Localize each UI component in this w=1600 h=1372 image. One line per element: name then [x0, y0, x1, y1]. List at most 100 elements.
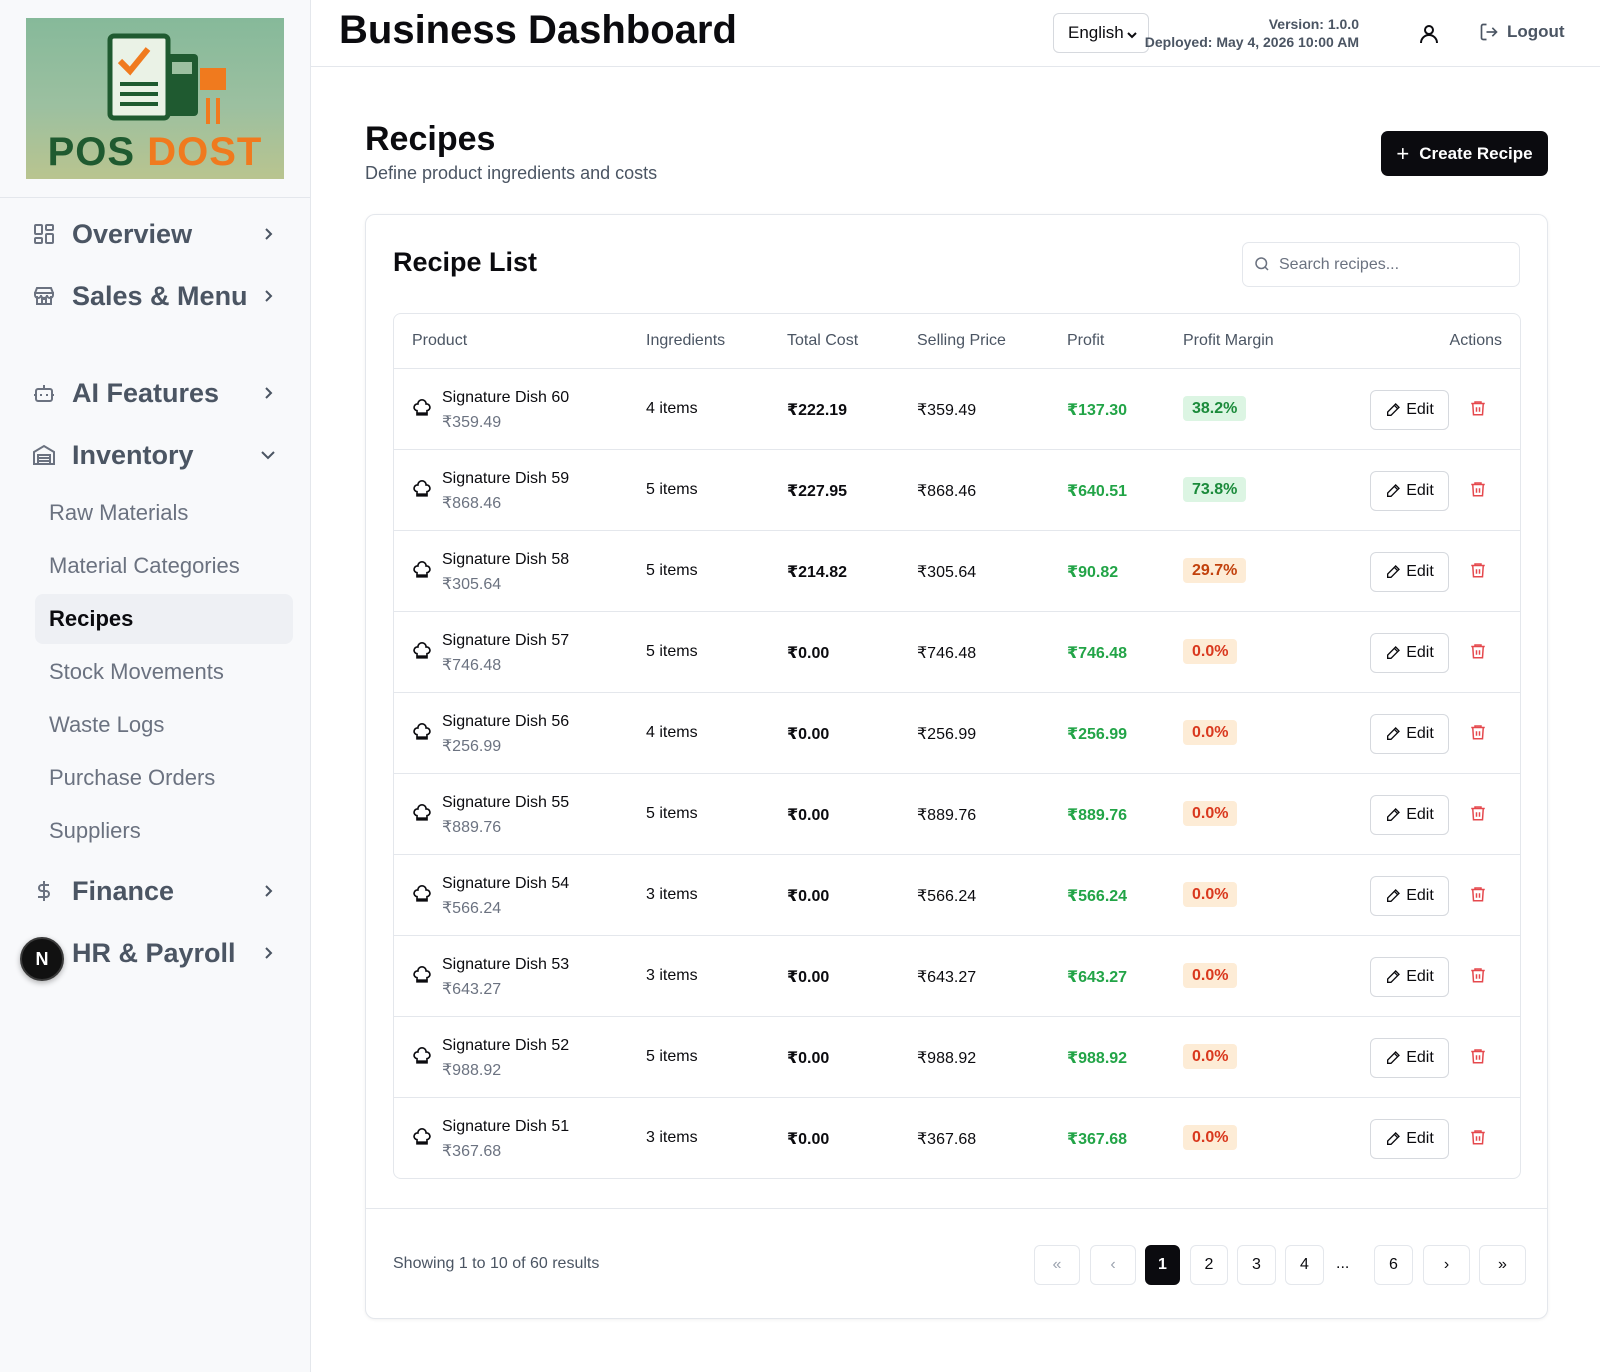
total-cost: ₹227.95 — [787, 483, 848, 500]
profit-margin-badge: 0.0% — [1183, 1125, 1238, 1150]
sidebar-item-finance[interactable]: Finance — [30, 873, 280, 909]
user-icon[interactable] — [1417, 22, 1441, 46]
edit-button[interactable]: Edit — [1370, 957, 1449, 997]
profit-margin-badge: 29.7% — [1183, 558, 1247, 583]
pagination-ellipsis: ... — [1336, 1255, 1350, 1272]
table-row: Signature Dish 57 ₹746.48 5 items ₹0.00 ₹746… — [394, 612, 1520, 693]
profit-value: ₹256.99 — [1067, 726, 1128, 743]
trash-icon[interactable] — [1469, 480, 1489, 500]
deployed-text: Deployed: May 4, 2026 10:00 AM — [1144, 34, 1359, 50]
sidebar: POS DOST Overview Sales & Menu AI Featur… — [0, 0, 311, 1372]
edit-button[interactable]: Edit — [1370, 390, 1449, 430]
pagination-page-6[interactable]: 6 — [1374, 1245, 1413, 1285]
sidebar-subitem-raw-materials[interactable]: Raw Materials — [49, 500, 189, 525]
language-select-value: English — [1068, 23, 1124, 42]
table-row: Signature Dish 55 ₹889.76 5 items ₹0.00 ₹889… — [394, 774, 1520, 855]
edit-button[interactable]: Edit — [1370, 471, 1449, 511]
receipt-logo-icon — [107, 33, 226, 124]
column-actions: Actions — [1449, 332, 1502, 349]
sidebar-subitem-waste-logs[interactable]: Waste Logs — [49, 712, 165, 737]
dev-tools-avatar[interactable]: N — [20, 937, 64, 981]
ingredients-count: 5 items — [646, 562, 698, 579]
logo-text: POS DOST — [47, 130, 263, 174]
profit-value: ₹643.27 — [1067, 969, 1128, 986]
sidebar-subitem-purchase-orders[interactable]: Purchase Orders — [49, 765, 216, 790]
pagination-prev-button[interactable]: ‹ — [1090, 1245, 1136, 1285]
column-profit-margin: Profit Margin — [1183, 332, 1274, 349]
sidebar-subitem-suppliers[interactable]: Suppliers — [49, 818, 141, 843]
total-cost: ₹0.00 — [787, 807, 830, 824]
sidebar-subitem-material-categories[interactable]: Material Categories — [49, 553, 240, 578]
trash-icon[interactable] — [1469, 966, 1489, 986]
search-icon — [1253, 255, 1271, 278]
pos-dost-logo[interactable]: POS DOST — [26, 18, 284, 179]
pagination-last-button[interactable]: » — [1479, 1245, 1526, 1285]
pagination-page-2[interactable]: 2 — [1190, 1245, 1228, 1285]
trash-icon[interactable] — [1469, 804, 1489, 824]
chevron-right-icon — [256, 381, 280, 405]
edit-button[interactable]: Edit — [1370, 795, 1449, 835]
column-selling-price: Selling Price — [917, 332, 1006, 349]
pagination-page-4[interactable]: 4 — [1285, 1245, 1324, 1285]
sidebar-subitem-recipes[interactable]: Recipes — [35, 594, 293, 644]
pagination-page-3[interactable]: 3 — [1237, 1245, 1276, 1285]
sidebar-item-label: HR & Payroll — [72, 938, 236, 968]
dollar-icon — [30, 877, 58, 905]
chef-hat-icon — [412, 723, 432, 748]
selling-price: ₹643.27 — [917, 969, 977, 986]
chevron-down-icon — [1126, 26, 1138, 46]
sidebar-item-inventory[interactable]: Inventory — [30, 437, 280, 473]
trash-icon[interactable] — [1469, 1128, 1489, 1148]
pagination-first-button[interactable]: « — [1034, 1245, 1080, 1285]
total-cost: ₹0.00 — [787, 1131, 830, 1148]
trash-icon[interactable] — [1469, 723, 1489, 743]
selling-price: ₹988.92 — [917, 1050, 977, 1067]
logout-label: Logout — [1507, 22, 1565, 41]
sidebar-item-hr-payroll[interactable]: HR & Payroll — [30, 935, 280, 971]
edit-button[interactable]: Edit — [1370, 1119, 1449, 1159]
trash-icon[interactable] — [1469, 1047, 1489, 1067]
trash-icon[interactable] — [1469, 642, 1489, 662]
pagination-page-1[interactable]: 1 — [1145, 1245, 1180, 1285]
logout-button[interactable]: Logout — [1479, 22, 1565, 42]
table-row: Signature Dish 54 ₹566.24 3 items ₹0.00 ₹566… — [394, 855, 1520, 936]
language-select[interactable]: English — [1053, 13, 1149, 53]
edit-label: Edit — [1406, 1049, 1434, 1066]
pencil-icon — [1387, 565, 1401, 578]
chef-hat-icon — [412, 1047, 432, 1072]
page-subtitle: Define product ingredients and costs — [365, 163, 658, 183]
sidebar-item-overview[interactable]: Overview — [30, 216, 280, 252]
sidebar-item-label: Inventory — [72, 440, 194, 470]
sidebar-item-label: Sales & Menu — [72, 281, 248, 311]
selling-price: ₹566.24 — [917, 888, 977, 905]
table-row: Signature Dish 51 ₹367.68 3 items ₹0.00 ₹367… — [394, 1098, 1520, 1178]
ingredients-count: 5 items — [646, 1048, 698, 1065]
product-price: ₹359.49 — [442, 414, 502, 431]
trash-icon[interactable] — [1469, 399, 1489, 419]
total-cost: ₹222.19 — [787, 402, 848, 419]
edit-button[interactable]: Edit — [1370, 1038, 1449, 1078]
product-price: ₹868.46 — [442, 495, 502, 512]
trash-icon[interactable] — [1469, 885, 1489, 905]
search-input[interactable] — [1279, 255, 1509, 274]
pencil-icon — [1387, 727, 1401, 740]
pagination-next-button[interactable]: › — [1423, 1245, 1470, 1285]
ingredients-count: 5 items — [646, 481, 698, 498]
edit-button[interactable]: Edit — [1370, 552, 1449, 592]
edit-button[interactable]: Edit — [1370, 876, 1449, 916]
sidebar-subitem-stock-movements[interactable]: Stock Movements — [49, 659, 224, 684]
edit-button[interactable]: Edit — [1370, 633, 1449, 673]
product-name: Signature Dish 53 — [442, 956, 570, 973]
trash-icon[interactable] — [1469, 561, 1489, 581]
product-price: ₹746.48 — [442, 657, 502, 674]
sidebar-item-sales-menu[interactable]: Sales & Menu — [30, 278, 280, 314]
product-price: ₹256.99 — [442, 738, 502, 755]
chef-hat-icon — [412, 399, 432, 424]
app-title: Business Dashboard — [339, 8, 737, 52]
create-recipe-button[interactable]: + Create Recipe — [1381, 131, 1548, 176]
product-name: Signature Dish 56 — [442, 713, 570, 730]
sidebar-item-ai-features[interactable]: AI Features — [30, 375, 280, 411]
edit-button[interactable]: Edit — [1370, 714, 1449, 754]
pencil-icon — [1387, 808, 1401, 821]
chef-hat-icon — [412, 1128, 432, 1153]
